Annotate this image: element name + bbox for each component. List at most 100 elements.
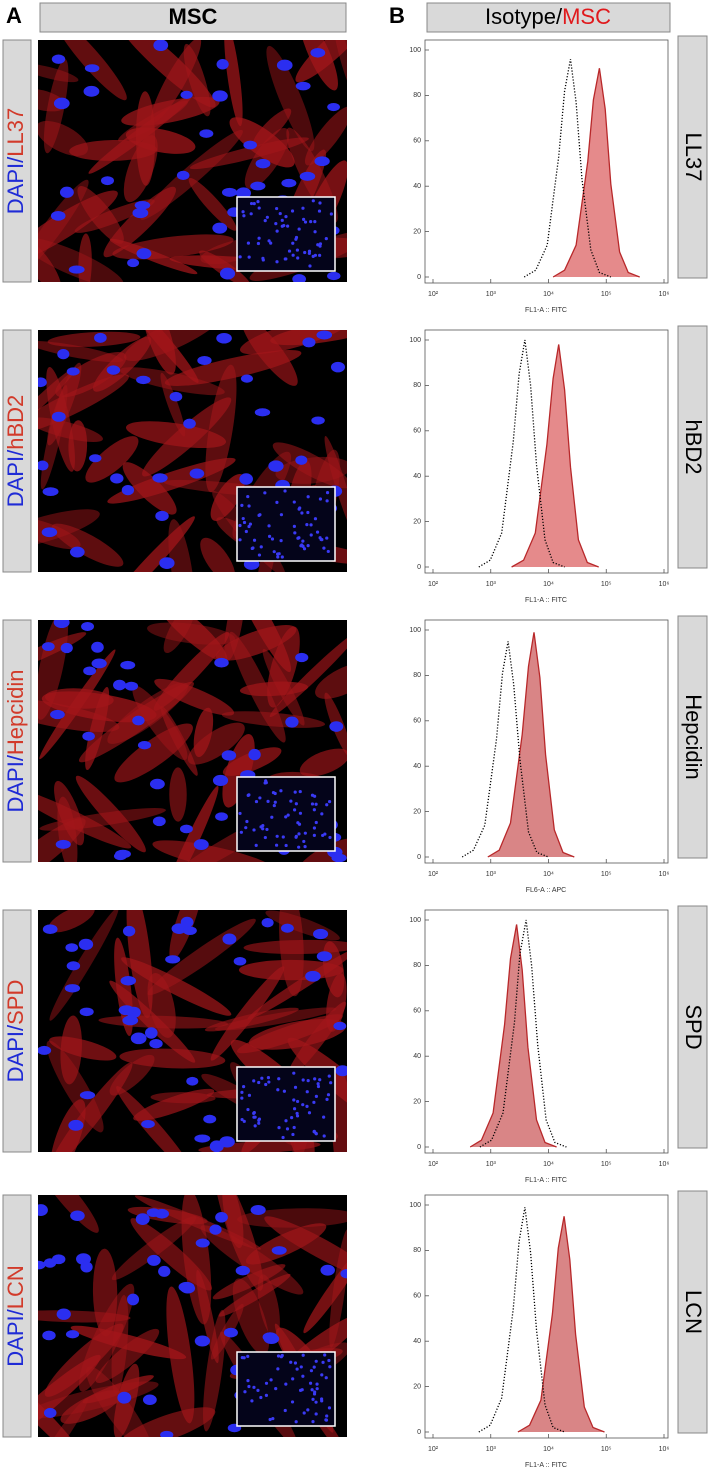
- cell: [331, 1071, 347, 1152]
- inset-nucleus: [275, 834, 279, 838]
- nucleus: [43, 1407, 57, 1418]
- header-part: MSC: [562, 4, 611, 29]
- nucleus: [194, 1134, 211, 1143]
- inset-nucleus: [292, 1125, 296, 1130]
- dapi-label: DAPI/: [3, 449, 28, 507]
- cell: [304, 106, 347, 166]
- y-tick-label: 0: [417, 564, 421, 571]
- label-box: [677, 1190, 708, 1434]
- y-tick-label: 60: [413, 428, 421, 435]
- cell: [232, 620, 292, 673]
- inset-nucleus: [314, 1400, 318, 1404]
- inset-nucleus: [241, 516, 245, 521]
- nucleus: [38, 1045, 52, 1055]
- nucleus: [84, 64, 100, 73]
- inset-nucleus: [247, 255, 251, 259]
- inset-nucleus: [296, 536, 300, 540]
- nucleus: [219, 1136, 235, 1148]
- inset-nucleus: [276, 1088, 280, 1092]
- inset-nucleus: [314, 820, 318, 825]
- inset-nucleus: [271, 1416, 275, 1421]
- inset-nucleus: [295, 1099, 300, 1104]
- inset-nucleus: [302, 217, 306, 222]
- cell: [262, 648, 305, 726]
- cell: [140, 129, 243, 220]
- inset-nucleus: [309, 523, 313, 527]
- inset-nucleus: [242, 1356, 246, 1360]
- x-tick-label: 10²: [428, 1161, 439, 1168]
- nucleus: [120, 976, 137, 986]
- micrograph: [38, 620, 347, 862]
- inset-nucleus: [238, 538, 242, 542]
- cell: [333, 40, 347, 96]
- nucleus: [68, 1119, 84, 1131]
- inset-nucleus: [258, 796, 262, 800]
- inset-nucleus: [269, 241, 273, 245]
- inset-nucleus: [308, 264, 312, 268]
- nucleus: [197, 355, 212, 365]
- cell: [232, 1278, 270, 1355]
- inset-nucleus: [317, 209, 322, 213]
- inset-nucleus: [302, 1411, 306, 1415]
- x-axis-label: FL1-A :: FITC: [525, 1462, 567, 1469]
- inset-nucleus: [272, 803, 276, 808]
- chart-title: Hepcidin: [681, 694, 706, 780]
- inset-nucleus: [249, 212, 253, 216]
- inset-nucleus: [303, 250, 307, 255]
- marker-label: Hepcidin: [3, 669, 28, 755]
- nucleus: [82, 731, 95, 741]
- y-tick-label: 100: [409, 917, 421, 924]
- inset-nucleus: [275, 260, 279, 264]
- inset-nucleus: [254, 843, 258, 847]
- nucleus: [69, 546, 85, 558]
- micrograph: [38, 40, 347, 282]
- marker-label: hBD2: [3, 395, 28, 450]
- nucleus: [147, 1254, 161, 1266]
- cell: [38, 632, 87, 674]
- inset-nucleus: [291, 253, 295, 257]
- inset-nucleus: [314, 1359, 318, 1363]
- nucleus: [222, 933, 237, 945]
- inset-nucleus: [297, 822, 302, 826]
- inset-nucleus: [274, 1387, 278, 1391]
- inset-nucleus: [292, 500, 296, 504]
- inset-nucleus: [325, 536, 329, 540]
- nucleus: [183, 418, 196, 429]
- y-tick-label: 40: [413, 763, 421, 770]
- plot-frame: [424, 909, 669, 1154]
- inset-nucleus: [242, 1119, 246, 1123]
- inset-nucleus: [303, 220, 308, 224]
- nucleus: [320, 1264, 335, 1276]
- inset-nucleus: [264, 1082, 268, 1087]
- inset-nucleus: [282, 223, 286, 228]
- nucleus: [68, 265, 85, 274]
- inset-nucleus: [311, 199, 315, 203]
- inset-nucleus: [261, 823, 265, 828]
- inset-nucleus: [306, 495, 310, 499]
- inset-nucleus: [274, 222, 278, 226]
- nucleus: [335, 1065, 347, 1077]
- cell: [303, 1242, 347, 1334]
- cell: [237, 1208, 347, 1228]
- nucleus: [330, 361, 346, 373]
- nucleus: [276, 59, 293, 71]
- inset-nucleus: [291, 1132, 295, 1137]
- inset-nucleus: [257, 553, 262, 557]
- nucleus: [180, 90, 193, 99]
- y-tick-label: 60: [413, 1293, 421, 1300]
- inset-nucleus: [325, 1414, 329, 1418]
- chart-title: LL37: [681, 133, 706, 182]
- inset-nucleus: [249, 201, 254, 206]
- cell: [38, 620, 69, 720]
- inset-nucleus: [294, 802, 298, 806]
- cell: [38, 1370, 85, 1437]
- nucleus: [280, 923, 294, 933]
- inset-nucleus: [312, 833, 316, 837]
- nucleus: [38, 460, 49, 471]
- nucleus: [209, 1224, 222, 1235]
- inset-nucleus: [318, 497, 323, 501]
- inset-nucleus: [311, 1397, 315, 1401]
- inset-nucleus: [275, 229, 279, 233]
- inset-nucleus: [285, 1127, 290, 1131]
- cell: [210, 966, 285, 1061]
